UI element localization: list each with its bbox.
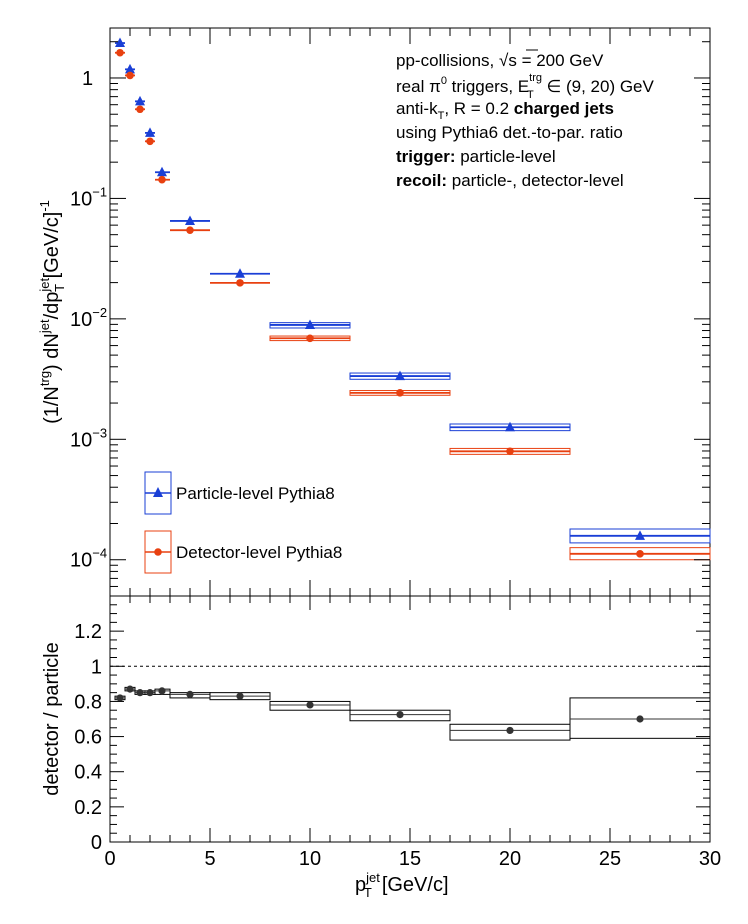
legend-entry-particle: Particle-level Pythia8 [144, 471, 335, 515]
detector-point [186, 226, 194, 234]
ylabel-part-3: ) dN [41, 333, 63, 371]
annotation-line-3: anti-kT, R = 0.2 charged jets [396, 99, 614, 122]
ylabel-part-5: /dp [41, 292, 63, 320]
particle-point [635, 530, 645, 540]
main-y-tick-label: 1 [82, 68, 93, 90]
ylabel-part-8: [GeV/c] [41, 212, 63, 284]
ratio-y-tick-labels: 0 0.2 0.4 0.6 0.8 1 1.2 [74, 621, 102, 854]
particle-point [115, 37, 125, 48]
main-y-tick-labels: 1 10−1 10−2 10−3 10−4 [70, 68, 107, 572]
legend-detector-label: Detector-level Pythia8 [176, 543, 342, 562]
ratio-axis-ticks [109, 596, 711, 843]
ratio-point [636, 715, 644, 723]
main-data-marks [115, 37, 711, 561]
legend-detector-marker [154, 548, 162, 556]
annotation-line-5: trigger: particle-level [396, 147, 556, 166]
x-tick-label: 25 [599, 848, 621, 870]
annotation-line-2: real π0 triggers, Etrg T ∈ (9, 20) GeV [396, 72, 655, 101]
main-y-tick-label: 10−2 [70, 305, 107, 331]
annotation-block: pp-collisions, √s = 200 GeV real π0 trig… [396, 49, 655, 190]
particle-point [185, 215, 195, 225]
particle-point [145, 127, 155, 137]
particle-point [235, 268, 245, 278]
ratio-panel: 0 0.2 0.4 0.6 0.8 1 1.2 0 5 10 15 20 25 30 detector … [41, 595, 721, 900]
ratio-y-tick-label: 0.8 [74, 691, 102, 713]
ratio-point [116, 694, 124, 702]
ylabel-part-4: jet [37, 319, 52, 334]
x-tick-label: 0 [104, 848, 115, 870]
ratio-point [186, 690, 194, 699]
ratio-sys-box [349, 709, 451, 722]
ratio-y-tick-label: 0.2 [74, 797, 102, 819]
detector-point [136, 105, 144, 114]
x-tick-label: 20 [499, 848, 521, 870]
particle-point [157, 166, 167, 177]
particle-point [125, 63, 135, 74]
detector-point [236, 279, 244, 287]
detector-point [306, 334, 314, 343]
annotation-line-6: recoil: particle-, detector-level [396, 171, 624, 190]
x-tick-label: 10 [299, 848, 321, 870]
detector-point [506, 447, 514, 456]
ylabel-part-7: T [52, 284, 67, 292]
ylabel-part-6: jet [37, 277, 52, 292]
ratio-point [306, 701, 314, 709]
detector-point [636, 550, 644, 558]
legend-particle-marker [153, 487, 163, 497]
detector-point [396, 389, 404, 397]
main-axis-ticks [109, 28, 711, 597]
main-y-axis-label: (1/Ntrg) dNjet/dpjetT [GeV/c]-1 [37, 200, 67, 424]
ratio-sys-box [569, 697, 711, 739]
ratio-y-tick-label: 1.2 [74, 621, 102, 643]
x-tick-labels: 0 5 10 15 20 25 30 [104, 848, 721, 870]
ratio-y-tick-label: 1 [91, 656, 102, 678]
detector-point [116, 48, 124, 57]
ratio-y-axis-label: detector / particle [41, 642, 63, 795]
x-axis-label: pjet T [GeV/c] [355, 870, 449, 900]
ratio-point [506, 726, 514, 735]
annotation-line-1: pp-collisions, √s = 200 GeV [396, 51, 604, 70]
ylabel-part-2: trg [37, 371, 52, 386]
detector-point [146, 137, 154, 146]
x-tick-label: 5 [204, 848, 215, 870]
detector-point [158, 175, 166, 184]
main-y-tick-label: 10−3 [70, 425, 107, 451]
ratio-point [126, 685, 134, 693]
legend: Particle-level Pythia8 Detector-level Py… [144, 471, 342, 574]
x-tick-label: 30 [699, 848, 721, 870]
ratio-point [136, 689, 144, 697]
main-panel: 1 10−1 10−2 10−3 10−4 (1/Ntrg) dNjet/dpjetT … [37, 27, 711, 597]
legend-entry-detector: Detector-level Pythia8 [144, 530, 342, 574]
ratio-y-tick-label: 0.6 [74, 727, 102, 749]
ratio-point [146, 689, 154, 697]
particle-point [135, 95, 145, 106]
x-tick-label: 15 [399, 848, 421, 870]
ratio-point [236, 692, 244, 700]
sqrt-s: √s [499, 51, 517, 70]
ratio-point [396, 711, 404, 719]
detector-point [126, 71, 134, 80]
ylabel-part-9: -1 [37, 200, 52, 212]
particle-point [505, 421, 515, 432]
ratio-y-tick-label: 0.4 [74, 762, 102, 784]
particle-point [305, 319, 315, 329]
ratio-y-tick-label: 0 [91, 832, 102, 854]
main-y-tick-label: 10−4 [70, 546, 107, 572]
ratio-data-marks [114, 685, 711, 741]
particle-point [395, 370, 405, 381]
ylabel-part-1: (1/N [41, 386, 63, 424]
legend-particle-label: Particle-level Pythia8 [176, 484, 335, 503]
annotation-line-4: using Pythia6 det.-to-par. ratio [396, 123, 623, 142]
main-y-tick-label: 10−1 [70, 184, 107, 210]
ratio-point [158, 687, 166, 695]
